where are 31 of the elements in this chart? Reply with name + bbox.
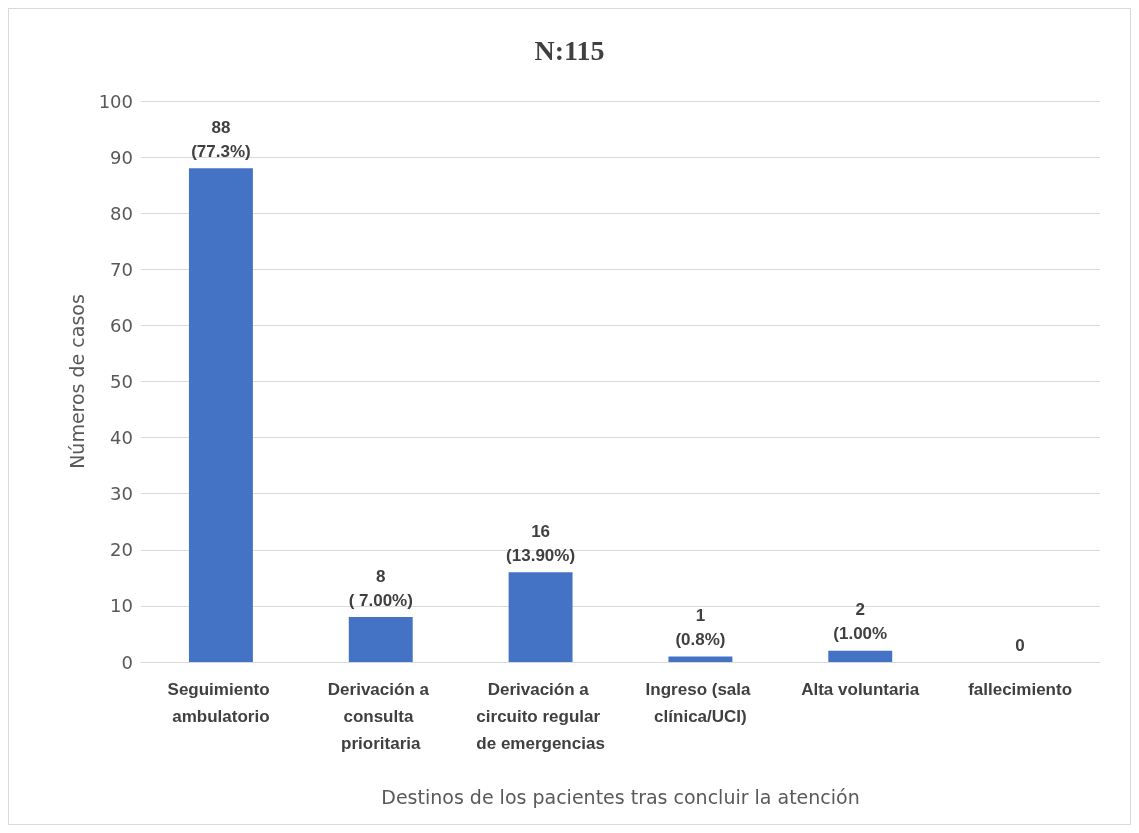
bar — [188, 168, 253, 662]
y-tick-label: 30 — [110, 483, 133, 505]
y-tick-label: 80 — [110, 202, 133, 224]
data-label: 8 ( 7.00%) — [348, 566, 413, 610]
y-tick-label: 0 — [121, 651, 133, 673]
x-tick-label: Derivación a circuito regular de emergencias — [476, 680, 605, 753]
data-label: 16 (13.90%) — [506, 521, 576, 565]
y-tick-label: 100 — [98, 90, 133, 112]
y-tick-label: 10 — [110, 595, 133, 617]
bar — [508, 572, 573, 662]
data-label: 2 (1.00% — [833, 600, 888, 644]
data-label: 88 (77.3%) — [191, 117, 251, 161]
x-tick-label: Ingreso (sala clínica/UCI) — [645, 680, 756, 726]
y-tick-label: 60 — [110, 314, 133, 336]
bar — [668, 656, 733, 662]
x-axis-title: Destinos de los pacientes tras concluir la atención — [381, 785, 860, 808]
y-tick-label: 20 — [110, 539, 133, 561]
y-axis-title: Números de casos — [65, 294, 88, 469]
x-tick-label: fallecimiento — [968, 680, 1073, 699]
x-tick-label: Alta voluntaria — [801, 680, 920, 699]
y-tick-label: 90 — [110, 146, 133, 168]
chart-title: N:115 — [534, 34, 605, 66]
data-label: 1 (0.8%) — [675, 605, 726, 649]
data-label: 0 — [1015, 635, 1025, 655]
x-tick-label: Derivación a consulta prioritaria — [327, 680, 434, 753]
x-tick-label: Seguimiento ambulatorio — [167, 680, 275, 726]
y-tick-label: 70 — [110, 258, 133, 280]
y-tick-label: 40 — [110, 427, 133, 449]
bar — [828, 650, 893, 662]
bar — [348, 617, 413, 662]
y-tick-label: 50 — [110, 371, 133, 392]
